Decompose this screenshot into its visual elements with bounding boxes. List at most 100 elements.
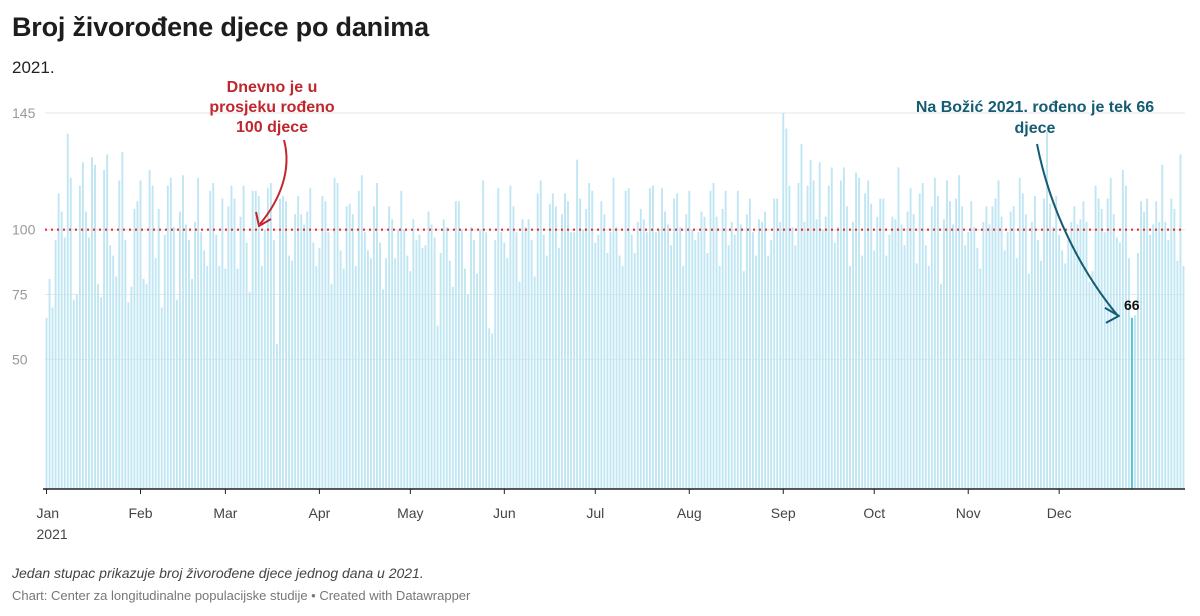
bar	[500, 232, 503, 489]
bar	[785, 128, 788, 489]
bar	[473, 240, 475, 489]
bar	[84, 211, 87, 489]
bar	[403, 229, 406, 490]
bar	[600, 201, 603, 489]
bar	[654, 232, 657, 489]
bar	[1012, 206, 1015, 489]
bar	[849, 265, 851, 489]
bar	[257, 195, 260, 489]
bar	[645, 232, 648, 489]
bar	[909, 188, 912, 489]
bar	[148, 170, 151, 489]
bar	[509, 185, 512, 489]
bar	[915, 263, 918, 489]
bar	[400, 190, 403, 490]
bar	[254, 190, 257, 490]
bar	[885, 255, 888, 489]
bar	[373, 206, 375, 489]
bar	[124, 240, 127, 489]
bar	[530, 240, 533, 489]
bar	[136, 201, 139, 489]
bar	[412, 219, 415, 489]
bar	[106, 154, 109, 489]
bar	[485, 232, 488, 489]
bar	[324, 201, 327, 489]
y-tick-label: 145	[12, 105, 36, 121]
bar	[351, 214, 354, 489]
bar	[882, 198, 885, 489]
bar	[570, 232, 572, 489]
x-tick-label: Sep	[771, 505, 796, 521]
bar	[439, 253, 442, 489]
bar	[930, 206, 933, 489]
x-tick-label: Nov	[956, 505, 981, 521]
bar	[460, 229, 463, 490]
bar	[958, 175, 961, 489]
bar	[57, 193, 60, 489]
bar	[1118, 242, 1121, 489]
bar	[354, 265, 357, 489]
annotation-christmas-arrow	[1036, 143, 1119, 317]
bar	[463, 268, 466, 489]
bar	[315, 265, 318, 489]
bar	[730, 221, 733, 489]
bar	[897, 167, 900, 489]
bar	[1027, 273, 1030, 489]
bar	[297, 195, 300, 489]
bar	[782, 113, 785, 489]
bar	[1143, 211, 1146, 489]
chart-source[interactable]: Chart: Center za longitudinalne populaci…	[12, 588, 471, 603]
bar	[639, 208, 642, 489]
bar	[564, 193, 566, 489]
bar	[1003, 250, 1006, 489]
bar	[160, 307, 163, 489]
bar	[903, 245, 906, 489]
bar	[703, 216, 706, 490]
highlight-value-label: 66	[1124, 297, 1140, 313]
bar	[248, 291, 251, 489]
bar	[651, 185, 654, 489]
bar	[451, 286, 454, 489]
bar	[973, 227, 976, 489]
x-tick-label: Jul	[586, 505, 604, 521]
bar	[206, 265, 209, 489]
bar	[518, 281, 521, 489]
bar	[609, 232, 612, 489]
bar	[976, 247, 979, 489]
bar	[424, 245, 427, 489]
bar	[939, 284, 942, 489]
bar	[824, 216, 827, 490]
bar	[803, 221, 806, 489]
bar	[679, 227, 682, 489]
bar	[442, 219, 445, 489]
bar	[166, 185, 169, 489]
bar	[188, 240, 190, 489]
bar	[115, 276, 118, 489]
bar	[333, 177, 336, 490]
bar	[727, 245, 730, 489]
bar	[427, 211, 430, 489]
bar	[876, 216, 879, 490]
x-tick-label: Jun	[493, 505, 516, 521]
bar	[1070, 221, 1073, 489]
bar	[376, 183, 378, 489]
bar	[557, 247, 560, 489]
bar	[172, 227, 175, 489]
bar	[494, 240, 497, 489]
bar	[1179, 154, 1182, 489]
bar	[667, 224, 669, 489]
bar	[621, 265, 624, 489]
bar	[212, 183, 215, 489]
bar-highlight	[1131, 317, 1133, 489]
bar	[112, 255, 115, 489]
bar	[130, 286, 133, 489]
bar	[233, 198, 236, 489]
x-year-label: 2021	[37, 526, 68, 542]
bar	[366, 250, 369, 489]
bar	[251, 190, 254, 490]
bar	[630, 234, 633, 489]
bar	[1015, 258, 1018, 489]
bar	[670, 245, 673, 489]
bar	[967, 232, 970, 489]
chart-subtitle: 2021.	[12, 58, 55, 77]
